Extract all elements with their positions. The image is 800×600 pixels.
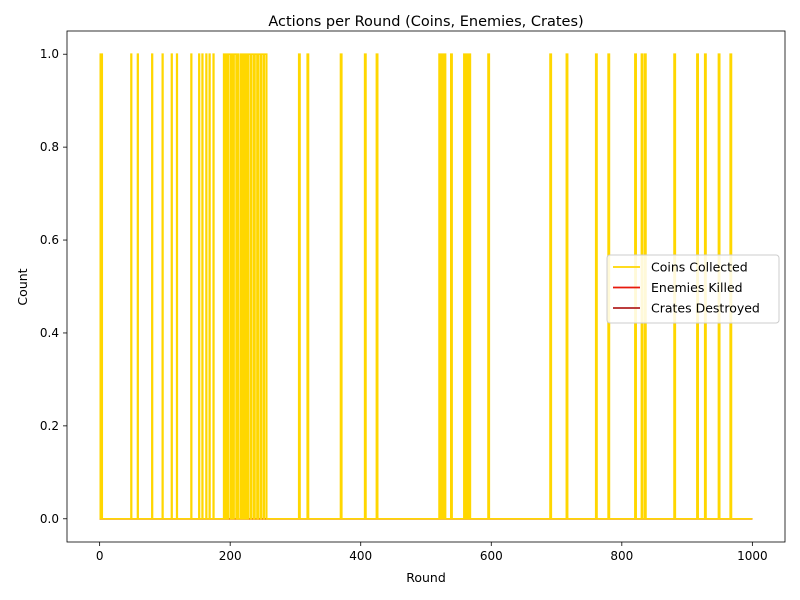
y-axis-label: Count	[15, 268, 30, 305]
y-axis: 0.0 0.2 0.4 0.6 0.8 1.0	[40, 47, 67, 526]
x-axis: 0 200 400 600 800 1000	[96, 542, 768, 563]
x-tick-label: 0	[96, 549, 104, 563]
x-tick-label: 600	[480, 549, 503, 563]
y-tick-label: 0.4	[40, 326, 59, 340]
x-tick-label: 800	[610, 549, 633, 563]
legend-box	[606, 254, 780, 324]
x-tick-label: 200	[219, 549, 242, 563]
plot-frame	[66, 30, 786, 543]
legend-label: Enemies Killed	[651, 280, 743, 295]
y-tick-label: 0.0	[40, 512, 59, 526]
legend: Coins Collected Enemies Killed Crates Dest…	[606, 254, 780, 324]
legend-label: Crates Destroyed	[651, 301, 760, 316]
x-tick-label: 400	[349, 549, 372, 563]
y-tick-label: 0.8	[40, 140, 59, 154]
x-tick-label: 1000	[737, 549, 768, 563]
series-line-coins-collected	[99, 53, 753, 520]
x-axis-label: Round	[406, 570, 446, 585]
series-layer	[99, 53, 753, 520]
y-tick-label: 0.6	[40, 233, 59, 247]
y-tick-label: 0.2	[40, 419, 59, 433]
chart-title: Actions per Round (Coins, Enemies, Crate…	[268, 14, 583, 30]
legend-label: Coins Collected	[651, 260, 748, 275]
y-tick-label: 1.0	[40, 47, 59, 61]
